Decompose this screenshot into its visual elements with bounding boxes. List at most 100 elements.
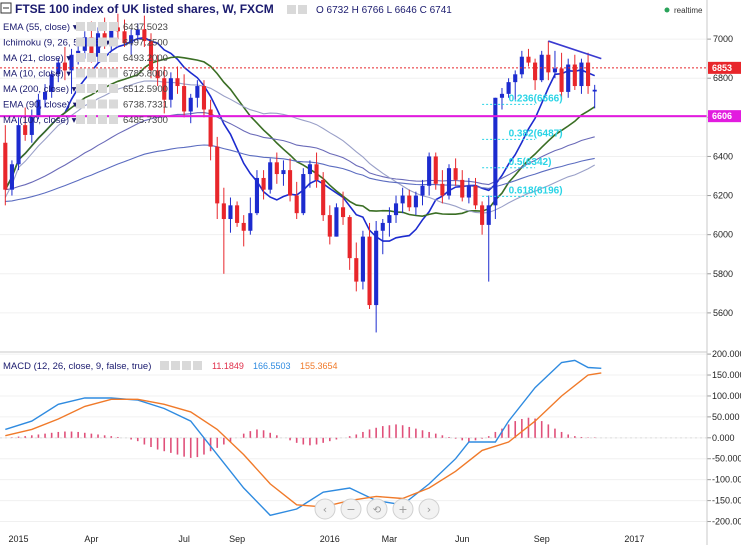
indicator-label[interactable]: MA (10, close) ▾ bbox=[3, 69, 71, 80]
indicator-control-icon[interactable] bbox=[109, 115, 118, 124]
indicator-value: 6485.7300 bbox=[123, 115, 168, 126]
candle bbox=[480, 201, 485, 235]
time-tick-label: Jun bbox=[455, 534, 470, 544]
candle bbox=[135, 23, 140, 42]
candle-body bbox=[499, 93, 505, 98]
candle-body bbox=[446, 168, 452, 196]
indicator-control-icon[interactable] bbox=[76, 53, 85, 62]
candle-body bbox=[288, 170, 293, 196]
indicator-control-icon[interactable] bbox=[109, 68, 118, 78]
candle-body bbox=[42, 91, 48, 100]
candle bbox=[69, 48, 74, 94]
zoom-in-button[interactable] bbox=[392, 498, 414, 520]
eye-icon[interactable] bbox=[287, 5, 296, 14]
candle bbox=[62, 46, 67, 81]
candle-body bbox=[162, 78, 167, 100]
zoom-out-button[interactable] bbox=[340, 498, 362, 520]
indicator-label[interactable]: EMA (55, close) ▾ bbox=[3, 22, 78, 33]
scroll-right-button[interactable] bbox=[418, 498, 440, 520]
macd-line-value: 166.5503 bbox=[253, 361, 291, 371]
candle bbox=[374, 220, 379, 333]
settings-icon[interactable] bbox=[298, 5, 307, 14]
scroll-left-button[interactable] bbox=[314, 498, 336, 520]
indicator-control-icon[interactable] bbox=[98, 68, 107, 78]
time-tick-label: 2017 bbox=[624, 534, 644, 544]
indicator-control-icon[interactable] bbox=[76, 68, 85, 78]
candle bbox=[513, 70, 518, 100]
candle bbox=[281, 160, 286, 186]
indicator-control-icon[interactable] bbox=[76, 37, 85, 47]
indicator-label[interactable]: EMA (90, close) ▾ bbox=[3, 100, 78, 111]
candle-body bbox=[440, 183, 445, 196]
candle bbox=[466, 177, 471, 204]
reset-button[interactable] bbox=[366, 498, 388, 520]
indicator-control-icon[interactable] bbox=[87, 84, 96, 93]
candle-body bbox=[168, 78, 173, 100]
indicator-label[interactable]: MA (200, close) ▾ bbox=[3, 84, 77, 95]
candle-body bbox=[261, 177, 266, 190]
candle bbox=[29, 109, 34, 143]
time-tick-label: Sep bbox=[229, 534, 245, 544]
indicator-control-icon[interactable] bbox=[87, 53, 96, 62]
indicator-control-icon[interactable] bbox=[76, 84, 85, 93]
trendline[interactable] bbox=[548, 40, 602, 60]
candle bbox=[526, 48, 531, 67]
indicator-label[interactable]: MA (21, close) ▾ bbox=[3, 53, 71, 64]
chart-header: FTSE 100 index of UK listed shares, W, F… bbox=[0, 2, 703, 16]
macd-tick-label: -200.000 bbox=[712, 517, 741, 527]
macd-settings-icon[interactable] bbox=[171, 361, 180, 370]
candle-body bbox=[155, 70, 160, 79]
indicator-control-icon[interactable] bbox=[98, 99, 107, 109]
price-tag-label: 6853 bbox=[712, 63, 732, 73]
indicator-control-icon[interactable] bbox=[109, 84, 118, 93]
header-toolbar[interactable] bbox=[287, 5, 307, 14]
indicator-control-icon[interactable] bbox=[98, 53, 107, 62]
indicator-control-icon[interactable] bbox=[109, 22, 118, 31]
candle bbox=[188, 93, 193, 124]
price-tick-label: 6800 bbox=[713, 73, 733, 83]
indicator-control-icon[interactable] bbox=[87, 22, 96, 31]
time-tick-label: 2015 bbox=[9, 534, 29, 544]
candle-body bbox=[367, 236, 372, 306]
indicator-label[interactable]: Ichimoku (9, 26, 52, 26) ▾ bbox=[3, 38, 110, 49]
candle bbox=[215, 136, 220, 220]
candle bbox=[208, 99, 213, 161]
indicator-control-icon[interactable] bbox=[87, 99, 96, 109]
candle bbox=[314, 152, 319, 188]
indicator-control-icon[interactable] bbox=[87, 115, 96, 124]
candle bbox=[221, 187, 226, 274]
macd-close-icon[interactable] bbox=[193, 361, 202, 370]
indicator-control-icon[interactable] bbox=[109, 53, 118, 62]
candle bbox=[3, 125, 8, 206]
indicator-control-icon[interactable] bbox=[98, 115, 107, 124]
candle bbox=[9, 160, 14, 196]
indicator-control-icon[interactable] bbox=[76, 22, 85, 31]
indicator-label[interactable]: MA (100, close) ▾ bbox=[3, 115, 77, 126]
indicator-control-icon[interactable] bbox=[98, 84, 107, 93]
candle bbox=[473, 177, 478, 210]
candle bbox=[539, 50, 544, 83]
candle bbox=[201, 80, 207, 118]
indicator-control-icon[interactable] bbox=[109, 37, 118, 47]
candle bbox=[407, 189, 412, 212]
candle-body bbox=[519, 56, 524, 75]
candle-body bbox=[307, 164, 312, 175]
indicator-control-icon[interactable] bbox=[109, 99, 118, 109]
indicator-control-icon[interactable] bbox=[98, 22, 107, 31]
macd-tick-label: -50.000 bbox=[712, 454, 741, 464]
collapse-icon[interactable] bbox=[0, 2, 12, 14]
macd-tick-label: -100.000 bbox=[712, 475, 741, 485]
indicator-control-icon[interactable] bbox=[98, 37, 107, 47]
candle bbox=[162, 66, 167, 114]
candle bbox=[347, 215, 352, 270]
candle bbox=[56, 58, 61, 83]
indicator-control-icon[interactable] bbox=[87, 37, 96, 47]
indicator-control-icon[interactable] bbox=[87, 68, 96, 78]
macd-add-icon[interactable] bbox=[182, 361, 191, 370]
macd-eye-icon[interactable] bbox=[160, 361, 169, 370]
indicator-value: 6738.7331 bbox=[123, 100, 168, 111]
indicator-control-icon[interactable] bbox=[76, 115, 85, 124]
candle-body bbox=[420, 185, 425, 196]
indicator-control-icon[interactable] bbox=[76, 99, 85, 109]
chart-title: FTSE 100 index of UK listed shares, W, F… bbox=[15, 2, 274, 16]
